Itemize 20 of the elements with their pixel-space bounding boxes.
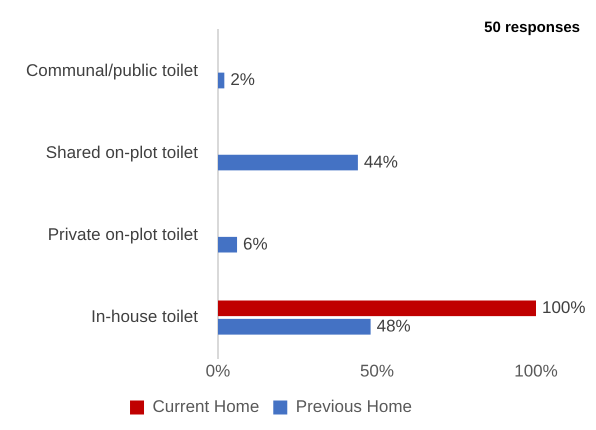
data-label: 6% (243, 234, 268, 254)
data-label: 44% (364, 152, 398, 172)
y-tick-label: In-house toilet (91, 307, 198, 326)
legend-label: Previous Home (296, 397, 412, 416)
y-tick-label: Shared on-plot toilet (46, 143, 198, 162)
x-tick-label: 50% (360, 361, 394, 380)
annotation: 50 responses (484, 19, 580, 36)
legend-label: Current Home (152, 397, 260, 416)
bar (218, 300, 536, 316)
data-label: 48% (376, 316, 411, 336)
x-tick-label: 100% (514, 361, 558, 380)
bar (218, 318, 371, 335)
bar (218, 154, 358, 170)
data-label: 100% (542, 298, 586, 317)
bar (218, 236, 238, 253)
bar (218, 72, 224, 88)
y-tick-label: Communal/public toilet (26, 60, 198, 80)
y-tick-label: Private on-plot toilet (48, 225, 198, 244)
x-tick-label: 0% (206, 361, 230, 380)
data-label: 2% (230, 70, 255, 90)
